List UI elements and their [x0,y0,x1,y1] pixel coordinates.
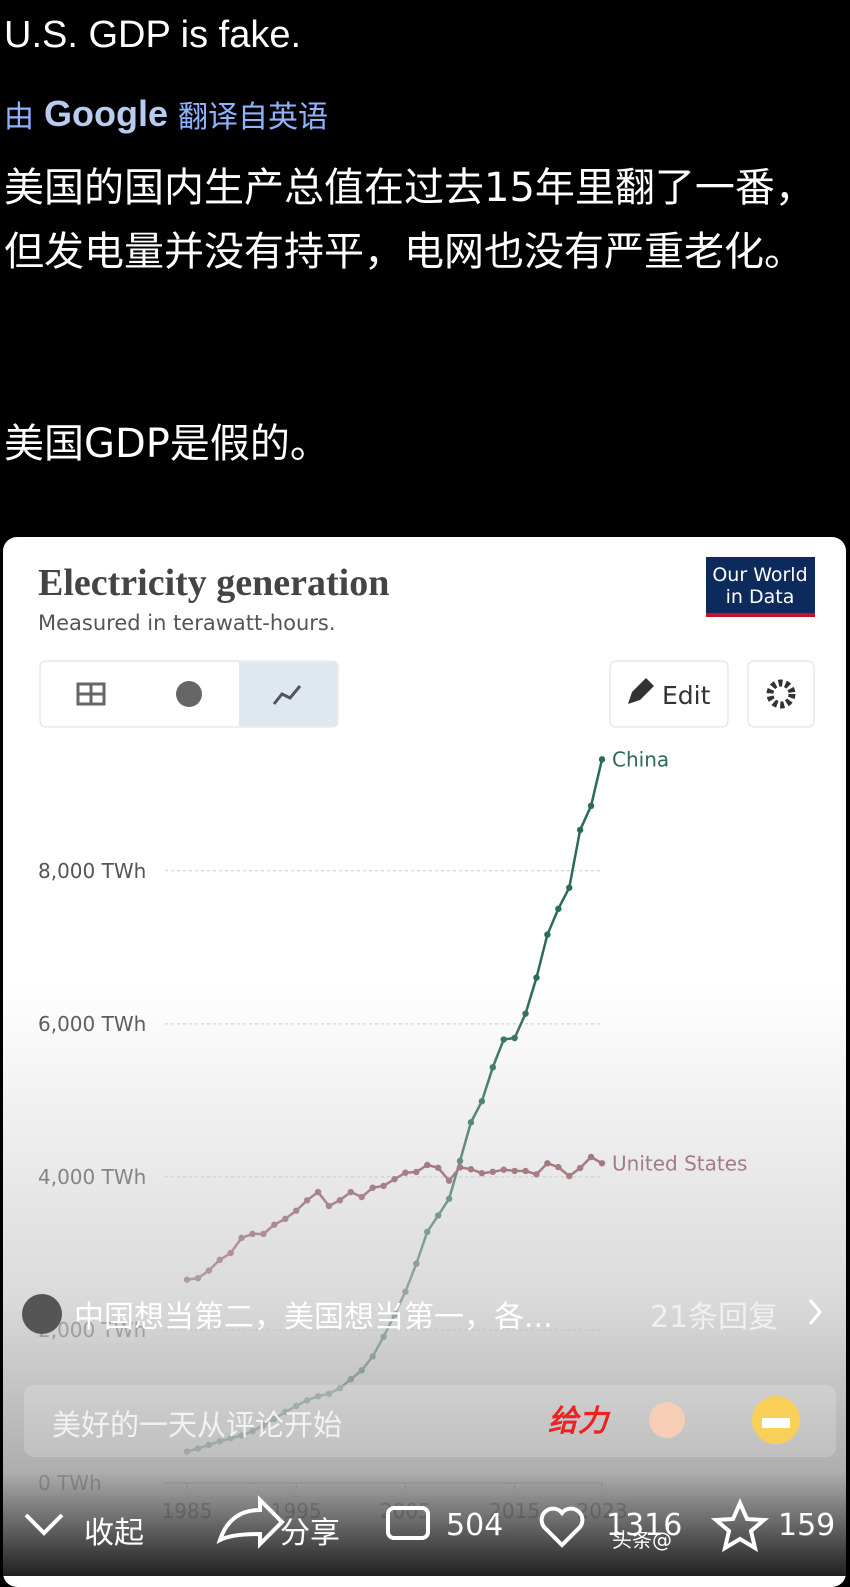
logo-line: Our World [712,564,807,586]
data-point [598,756,606,763]
edit-label: Edit [662,681,711,710]
logo [706,557,815,617]
logo-bar [706,613,815,617]
series-label: China [612,747,669,771]
logo-line: in Data [726,586,795,608]
chart-subtitle: Measured in terawatt-hours. [38,611,336,635]
paragraph: 美国GDP是假的。 [4,421,330,467]
watermark: 头条@ [612,1528,672,1552]
brand: Google [44,93,168,134]
share[interactable]: 分享 [280,1516,340,1551]
translation-note[interactable]: 由 Google 翻译自英语 [4,92,328,136]
collapse[interactable]: 收起 [84,1516,144,1551]
like-count[interactable]: 1316 [606,1508,683,1543]
y-tick-label: 8,000 TWh [38,859,146,883]
replies[interactable]: 21条回复 [650,1300,779,1335]
tab-active[interactable] [239,662,337,726]
settings-button[interactable] [747,660,815,728]
by: 由 [4,100,34,135]
post-title: U.S. GDP is fake. [4,14,302,56]
map-tab[interactable] [176,681,202,707]
avatar[interactable] [22,1294,62,1334]
data-point [587,802,595,810]
chart-tab[interactable] [272,685,302,705]
data-point [576,826,584,834]
sticker[interactable]: 给力 [548,1404,608,1439]
comment-input[interactable] [24,1385,836,1457]
paragraph: 美国的国内生产总值在过去15年里翻了一番，但发电量并没有持平，电网也没有严重老化… [4,165,815,275]
chart-title: Electricity generation [38,562,389,604]
comment-text[interactable]: 中国想当第二，美国想当第一，各... [74,1300,553,1335]
favorite-count[interactable]: 159 [778,1508,836,1543]
video-shade [3,880,846,1576]
note: 翻译自英语 [178,100,328,135]
edit-button[interactable]: Edit [609,660,729,728]
comment-count[interactable]: 504 [446,1508,504,1543]
view-tabs [39,660,339,728]
input-placeholder: 美好的一天从评论开始 [52,1408,343,1442]
table-tab[interactable] [76,682,106,706]
